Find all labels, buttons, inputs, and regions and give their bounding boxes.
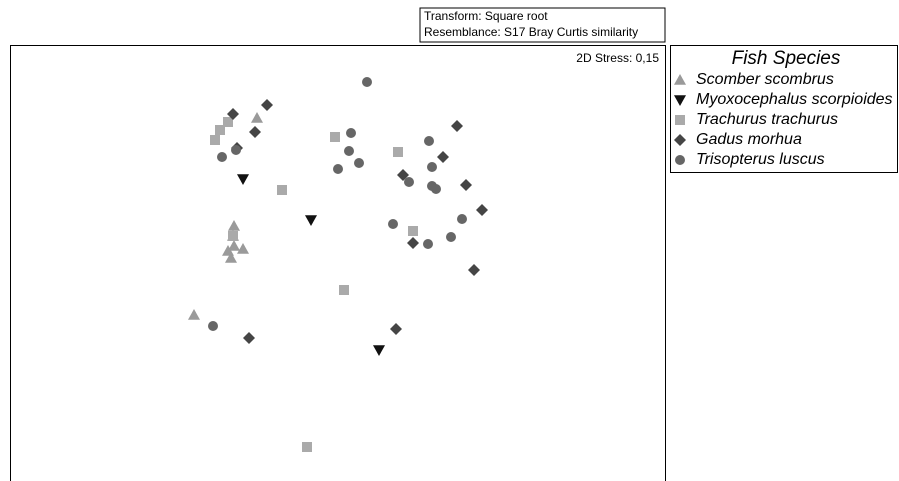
legend-marker	[674, 95, 686, 106]
transform-note: Transform: Square root	[424, 9, 548, 23]
point	[208, 321, 218, 331]
point	[446, 232, 456, 242]
point	[476, 204, 488, 216]
point	[188, 309, 200, 320]
legend-label: Trisopterus luscus	[696, 151, 825, 168]
point	[227, 108, 239, 120]
point	[228, 240, 240, 251]
legend-title: Fish Species	[732, 48, 841, 69]
point	[237, 174, 249, 185]
legend-label: Scomber scombrus	[696, 71, 834, 88]
point	[373, 345, 385, 356]
point	[344, 146, 354, 156]
point	[427, 162, 437, 172]
point	[249, 126, 261, 138]
point	[231, 145, 241, 155]
point	[390, 323, 402, 335]
point	[225, 252, 237, 263]
legend-label: Gadus morhua	[696, 131, 802, 148]
point	[460, 179, 472, 191]
point	[431, 184, 441, 194]
resemblance-note: Resemblance: S17 Bray Curtis similarity	[424, 25, 638, 39]
point	[346, 128, 356, 138]
point	[215, 125, 225, 135]
point	[223, 117, 233, 127]
legend-frame	[670, 45, 898, 173]
point	[451, 120, 463, 132]
point	[302, 442, 312, 452]
point	[228, 231, 238, 241]
point	[407, 237, 419, 249]
point	[228, 220, 240, 231]
point	[277, 185, 287, 195]
legend-label: Myoxocephalus scorpioides	[696, 91, 893, 108]
point	[217, 152, 227, 162]
point	[437, 151, 449, 163]
point	[424, 136, 434, 146]
point	[330, 132, 340, 142]
legend-marker	[674, 74, 686, 85]
point	[237, 243, 249, 254]
stress-note: 2D Stress: 0,15	[576, 51, 659, 65]
legend-label: Trachurus trachurus	[696, 111, 838, 128]
legend-marker	[675, 155, 685, 165]
point	[354, 158, 364, 168]
point	[388, 219, 398, 229]
point	[333, 164, 343, 174]
point	[393, 147, 403, 157]
point	[362, 77, 372, 87]
point	[261, 99, 273, 111]
plot-frame	[10, 45, 666, 481]
point	[457, 214, 467, 224]
point	[251, 112, 263, 123]
point	[404, 177, 414, 187]
point	[408, 226, 418, 236]
transform-box	[419, 7, 666, 43]
point	[468, 264, 480, 276]
legend-marker	[674, 134, 686, 146]
point	[210, 135, 220, 145]
point	[243, 332, 255, 344]
point	[305, 215, 317, 226]
point	[339, 285, 349, 295]
legend-marker	[675, 115, 685, 125]
point	[423, 239, 433, 249]
